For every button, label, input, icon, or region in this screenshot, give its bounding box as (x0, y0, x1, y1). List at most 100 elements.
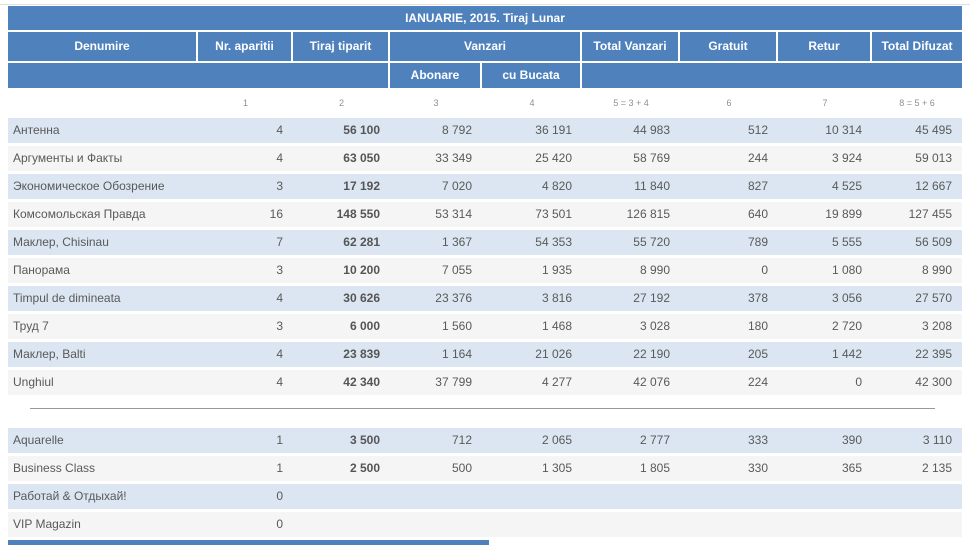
cell-tiraj-tiparit: 42 340 (343, 375, 380, 389)
cell-cu-bucata: 54 353 (535, 235, 572, 249)
cell-total-vanzari: 126 815 (626, 207, 670, 221)
cell-gratuit: 512 (747, 123, 768, 137)
cell-tiraj-tiparit: 62 281 (343, 235, 380, 249)
cell-tiraj-tiparit: 10 200 (343, 263, 380, 277)
cell-nr-aparitii: 4 (276, 375, 283, 389)
cell-total-difuzat: 3 208 (921, 319, 952, 333)
cell-total-vanzari: 2 777 (639, 433, 670, 447)
cell-gratuit: 789 (747, 235, 768, 249)
cell-retur: 3 924 (831, 151, 862, 165)
cell-nr-aparitii: 3 (276, 179, 283, 193)
rows-newspapers: Антенна 4 56 100 8 792 36 191 44 983 512… (8, 118, 962, 395)
cell-tiraj-tiparit: 17 192 (343, 179, 380, 193)
cell-gratuit: 330 (747, 461, 768, 475)
table-row: Антенна 4 56 100 8 792 36 191 44 983 512… (8, 118, 962, 143)
header-row-main: Denumire Nr. aparitii Tiraj tiparit Vanz… (8, 32, 962, 61)
cell-total-vanzari: 22 190 (633, 347, 670, 361)
cell-gratuit: 205 (747, 347, 768, 361)
cell-total-difuzat: 3 110 (922, 433, 952, 447)
cell-cu-bucata: 3 816 (541, 291, 572, 305)
cell-retur: 3 056 (831, 291, 862, 305)
cell-denumire: VIP Magazin (13, 517, 81, 531)
cell-retur: 390 (841, 433, 862, 447)
cell-denumire: Экономическое Обозрение (13, 179, 165, 193)
cell-total-vanzari: 27 192 (633, 291, 670, 305)
cell-abonare: 53 314 (435, 207, 472, 221)
cell-total-vanzari (582, 512, 680, 537)
cell-retur: 2 720 (831, 319, 862, 333)
cell-nr-aparitii: 4 (276, 151, 283, 165)
cell-tiraj-tiparit: 56 100 (343, 123, 380, 137)
cell-abonare (390, 512, 482, 537)
cell-gratuit: 640 (747, 207, 768, 221)
cell-total-difuzat: 22 395 (915, 347, 952, 361)
cell-total-difuzat: 12 667 (915, 179, 952, 193)
header-blank-right (582, 63, 962, 88)
cell-cu-bucata: 4 820 (541, 179, 572, 193)
header-vanzari: Vanzari (390, 32, 582, 61)
cell-total-difuzat: 59 013 (915, 151, 952, 165)
cell-denumire: Антенна (13, 123, 60, 137)
cell-total-difuzat: 45 495 (915, 123, 952, 137)
cell-cu-bucata (482, 512, 582, 537)
cell-gratuit: 333 (747, 433, 768, 447)
cell-nr-aparitii: 0 (276, 517, 283, 531)
cell-retur (778, 484, 872, 509)
cell-denumire: Комсомольская Правда (13, 207, 146, 221)
index-col-6: 6 (726, 98, 732, 108)
cell-cu-bucata: 25 420 (535, 151, 572, 165)
cell-retur: 0 (855, 375, 862, 389)
cell-total-vanzari: 55 720 (633, 235, 670, 249)
cell-denumire: Business Class (13, 461, 96, 475)
cell-gratuit (680, 484, 778, 509)
cell-denumire: Панорама (13, 263, 70, 277)
header-gratuit: Gratuit (680, 32, 778, 61)
page-top-rule (0, 4, 970, 5)
cell-tiraj-tiparit: 2 500 (349, 461, 380, 475)
index-col-3: 3 (433, 98, 439, 108)
table-title: IANUARIE, 2015. Tiraj Lunar (8, 6, 962, 30)
cell-total-vanzari: 1 805 (639, 461, 670, 475)
cell-cu-bucata: 1 305 (541, 461, 572, 475)
cell-total-difuzat (872, 512, 962, 537)
index-blank (8, 93, 198, 113)
cell-total-vanzari: 11 840 (634, 179, 670, 193)
separator-line (30, 408, 935, 409)
cell-denumire: Timpul de dimineata (13, 291, 121, 305)
section-separator (8, 398, 962, 423)
cell-nr-aparitii: 4 (276, 123, 283, 137)
cell-total-difuzat: 42 300 (915, 375, 952, 389)
cell-abonare: 7 020 (441, 179, 472, 193)
table-row: Экономическое Обозрение 3 17 192 7 020 4… (8, 174, 962, 199)
table-row: Аргументы и Факты 4 63 050 33 349 25 420… (8, 146, 962, 171)
cell-abonare (390, 484, 482, 509)
table-row: Business Class 1 2 500 500 1 305 1 805 3… (8, 456, 962, 481)
index-col-1: 1 (242, 98, 248, 108)
header-retur: Retur (778, 32, 872, 61)
cell-retur: 5 555 (831, 235, 862, 249)
cell-total-difuzat: 8 990 (921, 263, 952, 277)
cell-denumire: Аргументы и Факты (13, 151, 123, 165)
cell-gratuit: 224 (747, 375, 768, 389)
cell-total-vanzari: 44 983 (633, 123, 670, 137)
cell-cu-bucata: 73 501 (535, 207, 572, 221)
cell-total-vanzari: 58 769 (633, 151, 670, 165)
cutoff-next-row-bar (8, 540, 489, 545)
cell-nr-aparitii: 3 (276, 263, 283, 277)
cell-nr-aparitii: 4 (276, 347, 283, 361)
header-row-sub: Abonare cu Bucata (8, 63, 962, 88)
table-row: Aquarelle 1 3 500 712 2 065 2 777 333 39… (8, 428, 962, 453)
cell-retur: 1 080 (831, 263, 862, 277)
cell-abonare: 33 349 (435, 151, 472, 165)
cell-nr-aparitii: 1 (276, 433, 283, 447)
cell-gratuit (680, 512, 778, 537)
cell-abonare: 1 560 (441, 319, 472, 333)
cell-gratuit: 244 (747, 151, 768, 165)
cell-total-vanzari: 42 076 (633, 375, 670, 389)
cell-nr-aparitii: 3 (276, 319, 283, 333)
cell-retur: 365 (841, 461, 862, 475)
cell-abonare: 8 792 (441, 123, 472, 137)
cell-nr-aparitii: 16 (269, 207, 283, 221)
cell-total-vanzari (582, 484, 680, 509)
cell-denumire: Труд 7 (13, 319, 49, 333)
